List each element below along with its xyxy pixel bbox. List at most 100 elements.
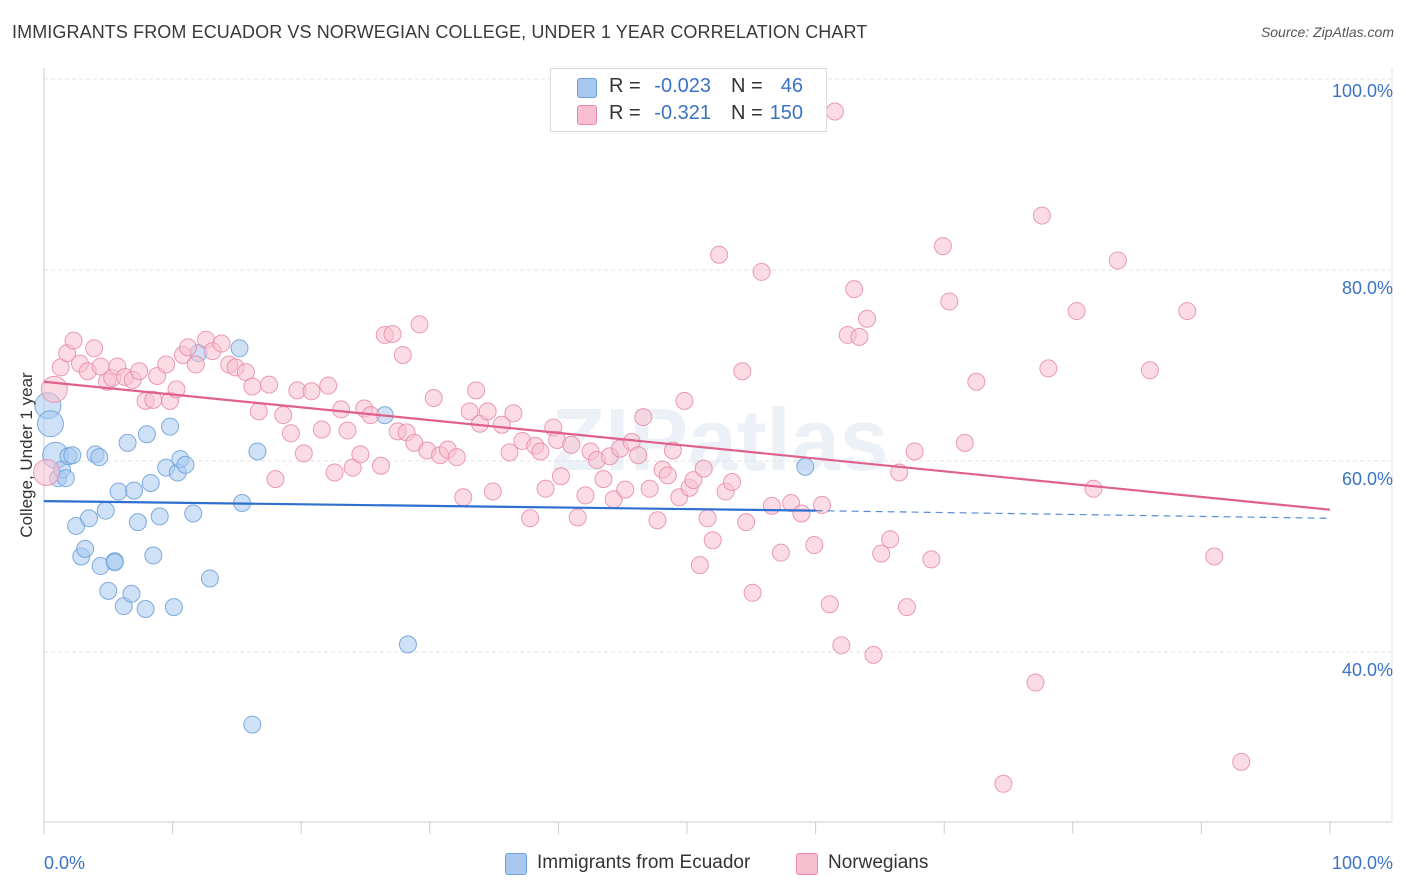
norwegian-point [864,645,883,664]
legend-r-value: -0.023 [654,75,711,97]
norwegian-point [1140,361,1159,380]
norwegian-point [568,508,587,527]
ecuador-point [76,539,95,558]
norwegian-point [1178,302,1197,321]
y-tick-label: 40.0% [1342,660,1393,680]
norwegian-point [351,445,370,464]
chart-title: IMMIGRANTS FROM ECUADOR VS NORWEGIAN COL… [12,22,868,42]
norwegian-point [813,495,832,514]
ecuador-point [90,448,109,467]
ecuador-trend-line [43,500,816,512]
ecuador-point [184,504,203,523]
ecuador-point [161,417,180,436]
norwegian-trend-line [43,380,1331,511]
ecuador-point [248,442,267,461]
legend-label-ecuador: Immigrants from Ecuador [537,852,751,873]
norwegian-point [675,391,694,410]
norwegian-point [940,292,959,311]
norwegian-point [521,509,540,528]
norwegian-point [805,536,824,555]
norwegian-point [771,543,790,562]
ecuador-point [243,715,262,734]
ecuador-point [63,446,82,465]
norwegian-point [393,345,412,364]
ecuador-point [128,513,147,532]
norwegian-point [492,415,511,434]
ecuador-point [200,569,219,588]
norwegian-point [483,482,502,501]
legend-swatch-norwegians [796,853,818,875]
norwegian-point [698,509,717,528]
ecuador-point [137,425,156,444]
norwegian-point [1232,752,1251,771]
norwegian-point [845,280,864,299]
legend-n-label: N = [731,102,763,124]
norwegian-point [294,444,313,463]
norwegian-point [897,598,916,617]
norwegian-point [302,382,321,401]
norwegian-point [733,362,752,381]
norwegian-point [710,245,729,264]
norwegian-point [447,448,466,467]
norwegian-point [281,424,300,443]
norwegian-point [955,433,974,452]
norwegian-point [383,324,402,343]
ecuador-point [99,581,118,600]
legend-r-value: -0.321 [654,102,711,124]
ecuador-point [230,339,249,358]
y-tick-label: 80.0% [1342,278,1393,298]
norwegian-point [752,262,771,281]
gridlines [44,78,1392,653]
norwegian-point [737,513,756,532]
ecuador-point [122,584,141,603]
ecuador-point [96,501,115,520]
legend-n-value: 150 [769,102,803,124]
norwegian-point [504,404,523,423]
norwegian-point [266,470,285,489]
axes [43,68,1393,834]
ecuador-point [164,598,183,617]
ecuador-point [136,600,155,619]
ecuador-point [118,433,137,452]
norwegian-point [536,479,555,498]
norwegian-point [690,556,709,575]
norwegian-point [616,480,635,499]
norwegian-point [500,443,519,462]
legend-n-value: 46 [780,75,803,97]
data-points [33,102,1251,793]
norwegian-point [576,486,595,505]
norwegian-point [343,458,362,477]
norwegian-point [663,441,682,460]
norwegian-point [319,376,338,395]
ecuador-point [36,410,64,438]
norwegian-point [212,334,231,353]
norwegian-point [454,488,473,507]
norwegian-point [332,400,351,419]
ecuador-point [125,481,144,500]
norwegian-point [249,402,268,421]
norwegian-point [40,375,68,403]
x-tick-label: 100.0% [1332,853,1393,873]
norwegian-point [703,531,722,550]
norwegian-point [820,595,839,614]
norwegian-point [312,420,331,439]
ecuador-point [176,455,195,474]
norwegian-point [858,309,877,328]
norwegian-point [762,496,781,515]
norwegian-point [157,355,176,374]
norwegian-point [994,774,1013,793]
chart-source: Source: ZipAtlas.com [1260,24,1394,40]
norwegian-point [967,372,986,391]
norwegian-point [424,388,443,407]
norwegian-point [648,511,667,530]
norwegian-point [85,339,104,358]
legend-n-label: N = [731,75,763,97]
y-tick-label: 60.0% [1342,469,1393,489]
norwegian-point [825,102,844,121]
norwegian-point [881,530,900,549]
norwegian-point [338,421,357,440]
norwegian-point [684,471,703,490]
ecuador-point [105,553,124,572]
norwegian-point [186,355,205,374]
